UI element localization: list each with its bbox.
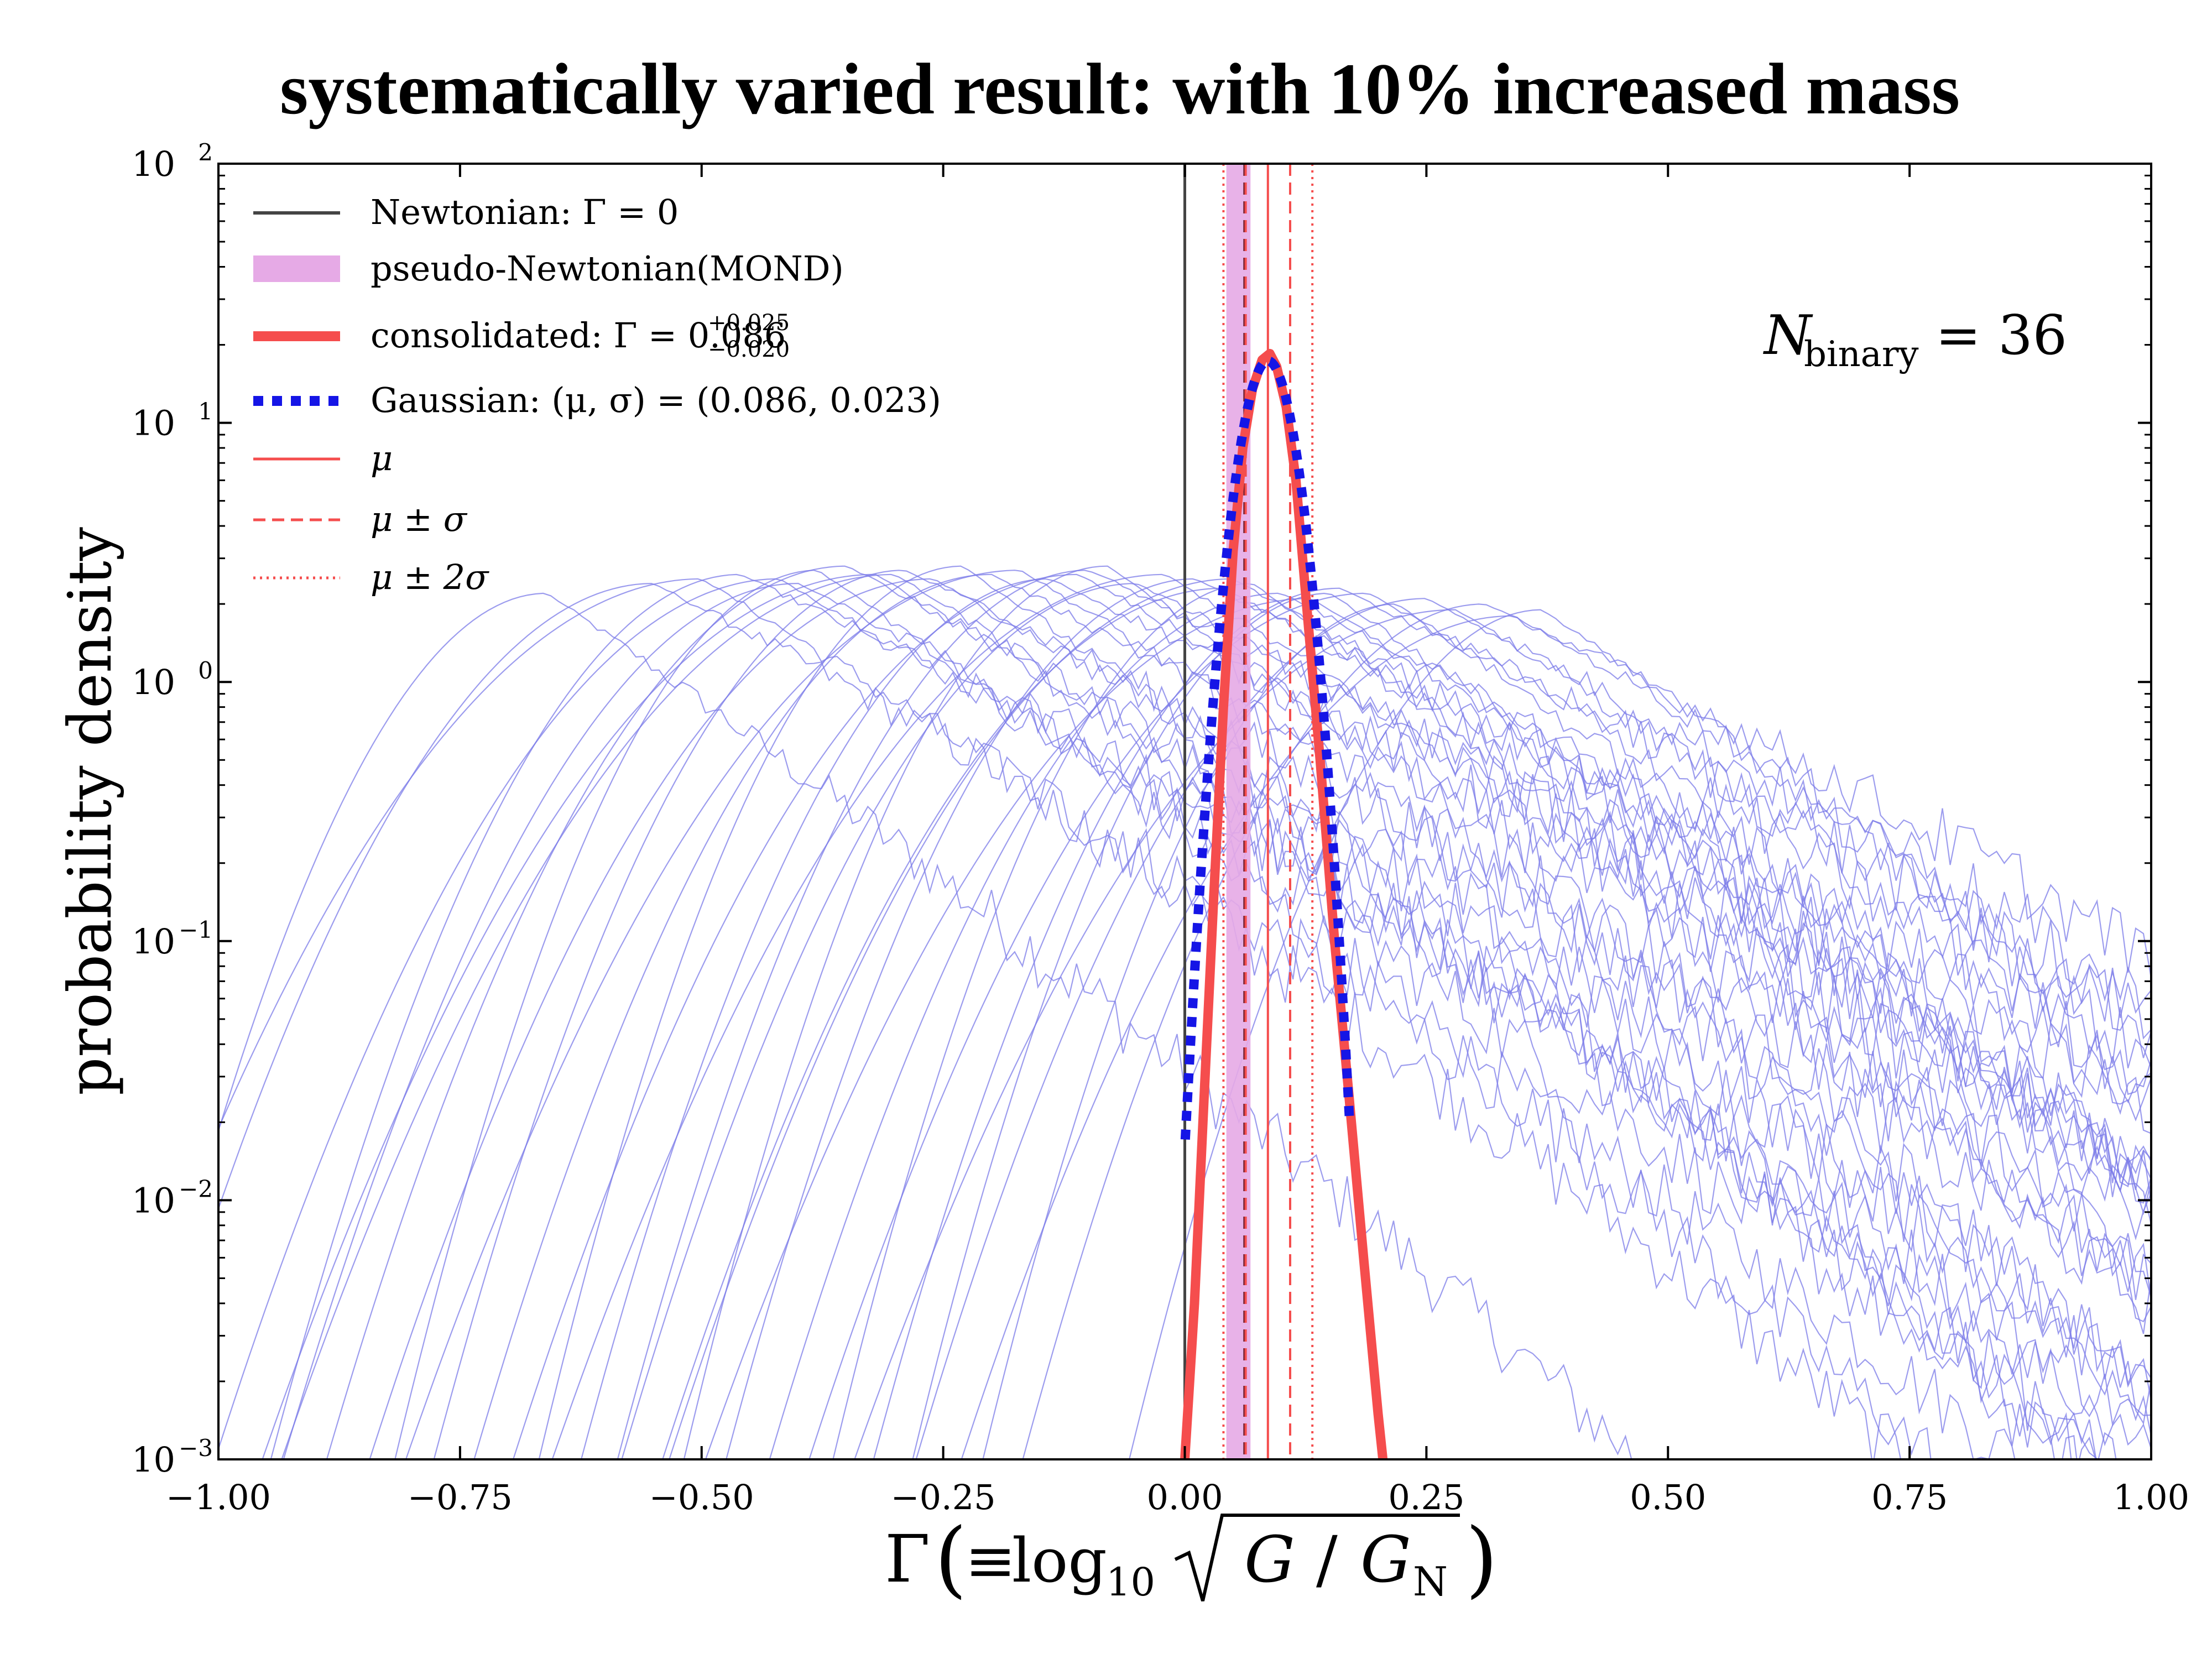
legend-label-mu-sigma: μ ± σ <box>371 499 468 539</box>
plot-layers <box>218 164 2151 1459</box>
x-axis-label-log-base: 10 <box>1106 1559 1155 1605</box>
plot-area <box>218 164 2151 1459</box>
x-axis-label-gn: G <box>1360 1523 1411 1597</box>
n-binary-annotation: N binary = 36 <box>1763 304 2067 375</box>
x-tick-label: 0.50 <box>1630 1477 1706 1517</box>
legend-label-mond: pseudo-Newtonian(MOND) <box>371 248 844 289</box>
x-axis-label: Γ ( ≡ log 10 G / G N ) <box>885 1511 1498 1607</box>
legend-handle-mond <box>253 255 340 282</box>
chart-title: systematically varied result: with 10% i… <box>280 48 1960 129</box>
x-tick-label: 1.00 <box>2113 1477 2189 1517</box>
legend-label-gaussian: Gaussian: (μ, σ) = (0.086, 0.023) <box>371 380 941 420</box>
x-tick-label: 0.00 <box>1146 1477 1223 1517</box>
legend-label-consolidated-lower: −0.020 <box>708 337 790 362</box>
y-tick-label-exponent: −2 <box>179 1175 213 1202</box>
y-tick-label-exponent: 0 <box>198 657 213 684</box>
x-tick-label: −0.25 <box>891 1477 996 1517</box>
y-tick-label-base: 10 <box>132 662 175 702</box>
x-axis-label-close-paren: ) <box>1465 1511 1498 1607</box>
legend: Newtonian: Γ = 0 pseudo-Newtonian(MOND) … <box>253 192 941 597</box>
x-tick-label: 0.75 <box>1871 1477 1948 1517</box>
x-axis: −1.00 −0.75 −0.50 −0.25 0.00 0.25 0.50 0.75 1.00 <box>166 164 2189 1517</box>
x-tick-label: −0.75 <box>408 1477 513 1517</box>
x-axis-label-sqrt-sign <box>1174 1514 1460 1601</box>
gaussian-curve <box>1180 356 1354 1140</box>
x-axis-label-equiv: ≡ <box>965 1525 1016 1596</box>
y-axis-label: probability density <box>56 527 125 1095</box>
x-axis-label-log: log <box>1012 1525 1107 1596</box>
legend-label-newtonian: Newtonian: Γ = 0 <box>371 192 679 232</box>
x-axis-label-g: G <box>1244 1523 1295 1597</box>
y-tick-label-exponent: 1 <box>198 398 213 425</box>
mond-band <box>1226 164 1251 1459</box>
legend-label-mu-2sigma: μ ± 2σ <box>371 557 489 597</box>
y-tick-label-exponent: −3 <box>179 1434 213 1462</box>
y-tick-label-base: 10 <box>132 144 175 184</box>
x-tick-label: −0.50 <box>649 1477 754 1517</box>
y-tick-label-base: 10 <box>132 921 175 962</box>
y-tick-label-base: 10 <box>132 1439 175 1480</box>
y-tick-label-exponent: 2 <box>198 139 213 166</box>
x-axis-label-open-paren: ( <box>935 1511 967 1607</box>
x-tick-label: 0.25 <box>1388 1477 1464 1517</box>
x-axis-label-gamma: Γ <box>885 1521 930 1597</box>
y-tick-label-base: 10 <box>132 403 175 444</box>
annotation-value: = 36 <box>1936 304 2067 367</box>
annotation-sub: binary <box>1804 334 1919 375</box>
x-axis-label-slash: / <box>1316 1523 1338 1597</box>
x-tick-label: −1.00 <box>166 1477 271 1517</box>
y-tick-label-exponent: −1 <box>179 916 213 943</box>
legend-label-consolidated-upper: +0.025 <box>708 310 790 336</box>
legend-label-mu: μ <box>371 438 393 478</box>
legend-label-consolidated: consolidated: Γ = 0.086 <box>371 315 786 356</box>
x-axis-label-gn-sub: N <box>1413 1558 1448 1605</box>
annotation-n: N <box>1763 304 1813 367</box>
y-tick-label-base: 10 <box>132 1180 175 1220</box>
